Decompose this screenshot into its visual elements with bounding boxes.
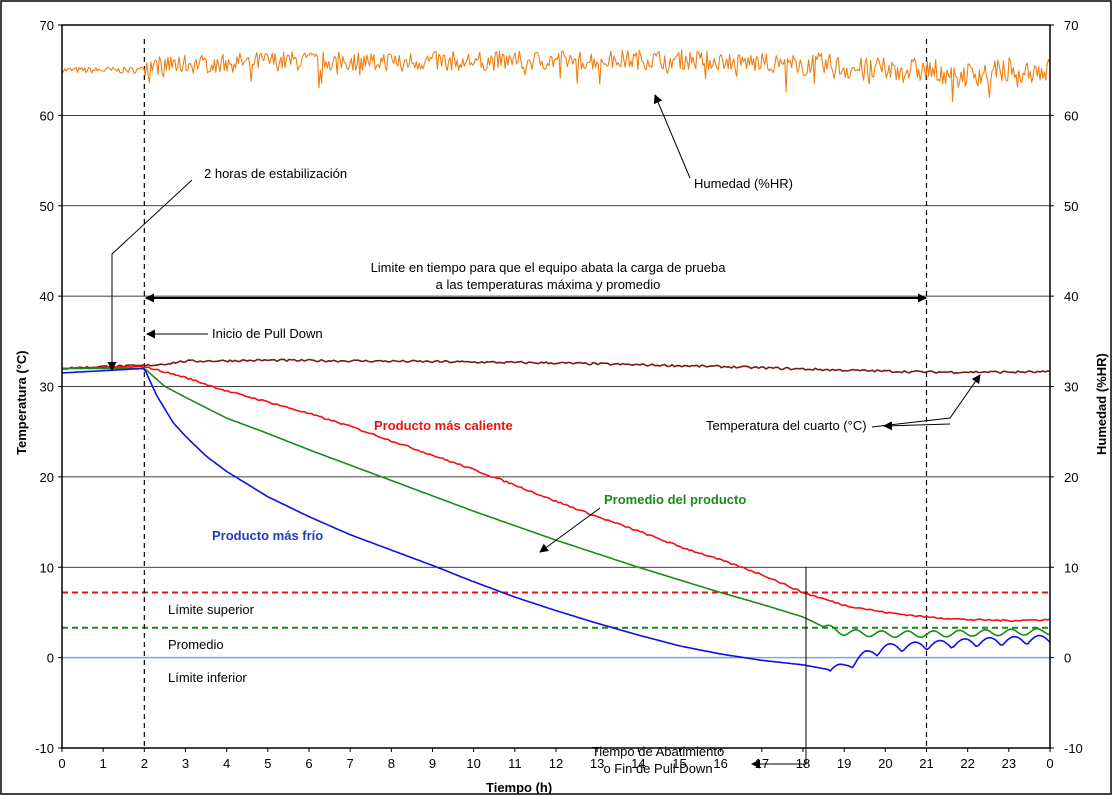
- x-tick-label: 16: [713, 756, 727, 771]
- y-tick-label-left: 0: [47, 651, 54, 666]
- x-tick-label: 20: [878, 756, 892, 771]
- x-tick-label: 14: [631, 756, 645, 771]
- pull-down-end-label-line2: o Fin de Pull Down: [603, 761, 712, 776]
- y-tick-label-left: 40: [40, 289, 54, 304]
- y-tick-label-right: 10: [1064, 560, 1078, 575]
- x-tick-label: 0: [58, 756, 65, 771]
- y-axis-right-label: Humedad (%HR): [1094, 353, 1109, 455]
- x-tick-label: 13: [590, 756, 604, 771]
- annotation-arrows: [107, 94, 981, 769]
- grid-lines: [62, 114, 1050, 659]
- y-tick-label-left: 20: [40, 470, 54, 485]
- x-tick-label: 22: [960, 756, 974, 771]
- y-tick-label-right: 20: [1064, 470, 1078, 485]
- x-tick-label: 9: [429, 756, 436, 771]
- x-tick-label: 10: [466, 756, 480, 771]
- y-tick-label-right: 70: [1064, 18, 1078, 33]
- y-tick-label-left: 60: [40, 108, 54, 123]
- y-tick-label-right: 0: [1064, 651, 1071, 666]
- x-tick-label: 15: [672, 756, 686, 771]
- y-tick-label-right: 50: [1064, 199, 1078, 214]
- x-tick-label: 7: [347, 756, 354, 771]
- lower-limit-label: Límite inferior: [168, 670, 247, 685]
- x-axis-label: Tiempo (h): [486, 780, 552, 795]
- x-tick-label: 23: [1002, 756, 1016, 771]
- room-series-line: [61, 358, 1051, 375]
- time-limit-label-line2: a las temperaturas máxima y promedio: [436, 277, 661, 292]
- time-limit-label-line1: Limite en tiempo para que el equipo abat…: [371, 260, 727, 275]
- humidity-arrow: [653, 94, 691, 179]
- y-tick-label-right: -10: [1064, 741, 1083, 756]
- hot-series-line: [61, 365, 1051, 623]
- hot-product-label: Producto más caliente: [374, 418, 513, 433]
- y-tick-label-right: 30: [1064, 380, 1078, 395]
- cold-product-label: Producto más frío: [212, 528, 323, 543]
- x-tick-label: 4: [223, 756, 230, 771]
- y-axis-left-label: Temperatura (°C): [14, 350, 29, 455]
- y-tick-label-right: 60: [1064, 108, 1078, 123]
- x-tick-label: 11: [508, 756, 522, 771]
- average-product-label: Promedio del producto: [604, 492, 746, 507]
- average-limit-label: Promedio: [168, 637, 224, 652]
- data-series: [61, 49, 1051, 672]
- pull-down-end-arrow: [751, 568, 807, 769]
- x-tick-label: 2: [141, 756, 148, 771]
- limit-lines: [62, 591, 1050, 659]
- x-tick-label: 3: [182, 756, 189, 771]
- humidity-label: Humedad (%HR): [694, 176, 793, 191]
- room-temp-arrow-from-right: [883, 421, 951, 431]
- stabilization-label: 2 horas de estabilización: [204, 166, 347, 181]
- x-tick-label: 1: [100, 756, 107, 771]
- average-arrow: [539, 507, 601, 553]
- x-tick-label: 21: [919, 756, 933, 771]
- pull-down-start-label: Inicio de Pull Down: [212, 326, 323, 341]
- x-tick-label: 12: [549, 756, 563, 771]
- stabilization-arrow: [107, 179, 193, 371]
- y-tick-label-left: -10: [35, 741, 54, 756]
- y-tick-label-left: 50: [40, 199, 54, 214]
- y-tick-label-left: 70: [40, 18, 54, 33]
- y-tick-label-left: 30: [40, 380, 54, 395]
- x-tick-label: 5: [264, 756, 271, 771]
- cold-series-line: [61, 367, 1051, 672]
- y-tick-label-right: 40: [1064, 289, 1078, 304]
- x-tick-label: 8: [388, 756, 395, 771]
- vertical-markers: [143, 39, 928, 748]
- pull-down-end-label-line1: Tiempo de Abatimiento: [592, 744, 724, 759]
- avg-series-line: [62, 367, 1051, 639]
- x-tick-label: 6: [305, 756, 312, 771]
- x-tick-label: 0: [1046, 756, 1053, 771]
- y-tick-label-left: 10: [40, 560, 54, 575]
- room-temp-arrow-to-line: [871, 374, 981, 428]
- room-temp-label: Temperatura del cuarto (°C): [706, 418, 867, 433]
- upper-limit-label: Límite superior: [168, 602, 255, 617]
- humidity-series-line: [61, 49, 1051, 102]
- x-tick-label: 19: [837, 756, 851, 771]
